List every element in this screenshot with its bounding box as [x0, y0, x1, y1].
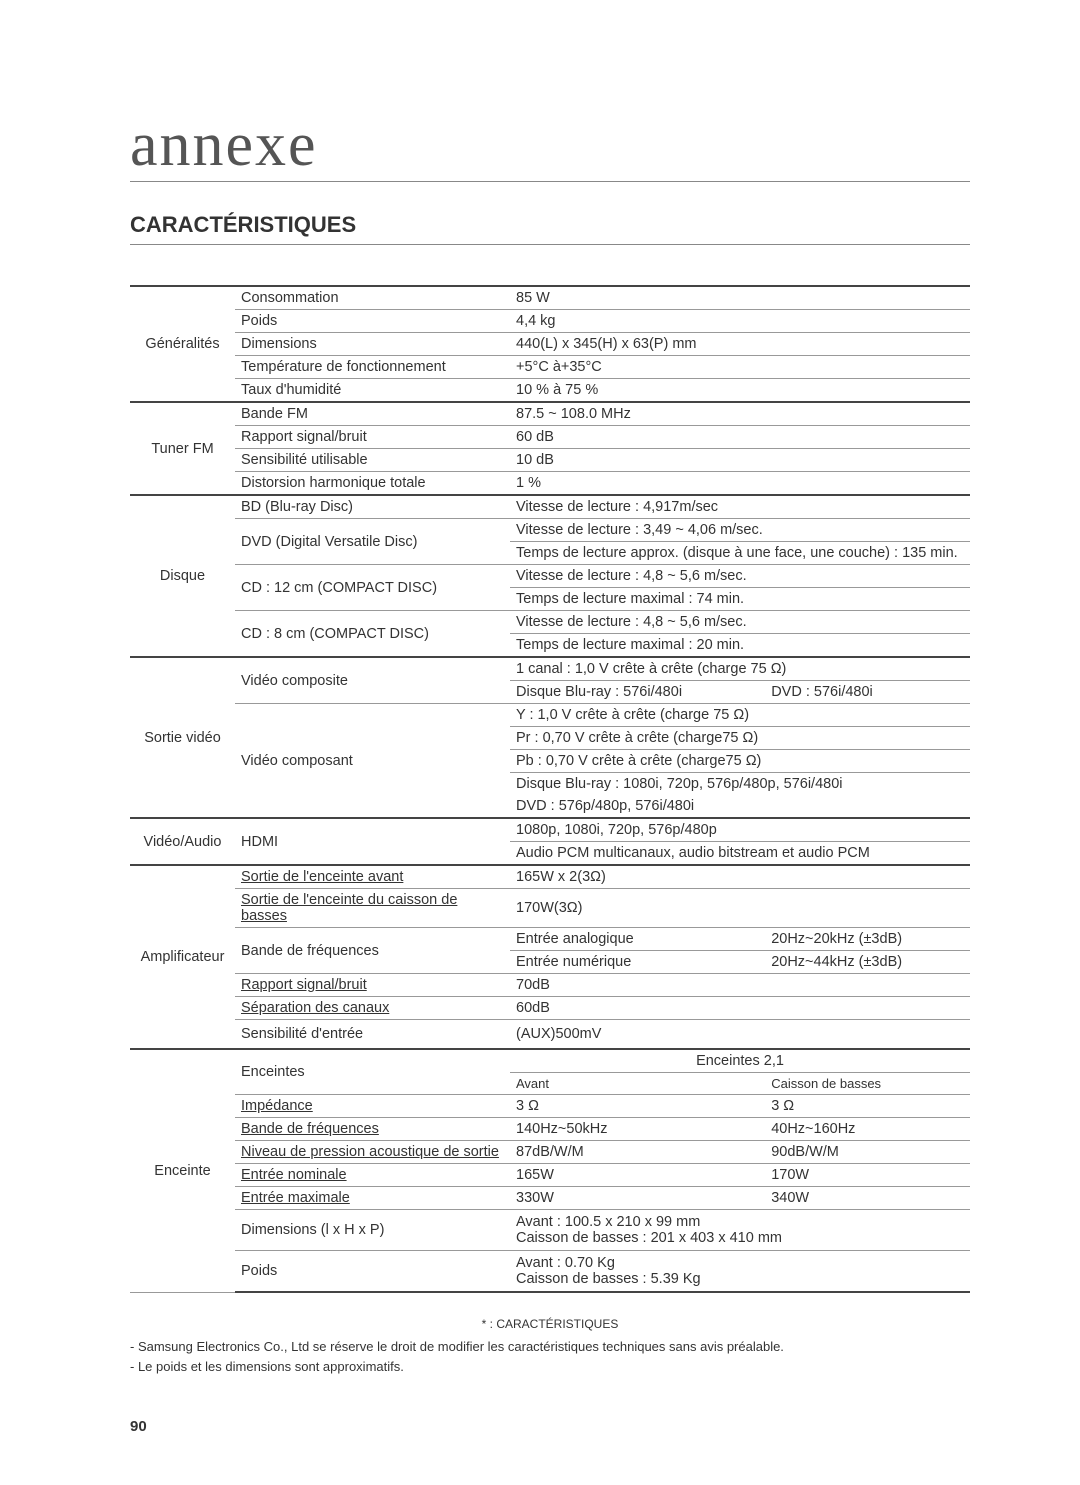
section-title: CARACTÉRISTIQUES	[130, 212, 970, 245]
row-val: 3 Ω	[765, 1095, 970, 1118]
cat-enceinte: Enceinte	[130, 1049, 235, 1292]
row-val: +5°C à+35°C	[510, 356, 970, 379]
row-label: Bande FM	[235, 402, 510, 426]
row-val: Audio PCM multicanaux, audio bitstream e…	[510, 842, 970, 866]
row-label: Séparation des canaux	[235, 997, 510, 1020]
footnote-star: * : CARACTÉRISTIQUES	[130, 1315, 970, 1333]
row-label: Dimensions	[235, 333, 510, 356]
row-val: Vitesse de lecture : 3,49 ~ 4,06 m/sec.	[510, 519, 970, 542]
row-label: Bande de fréquences	[235, 928, 510, 974]
row-val: 20Hz~20kHz (±3dB)	[765, 928, 970, 951]
row-val: 40Hz~160Hz	[765, 1118, 970, 1141]
row-label: Vidéo composant	[235, 704, 510, 819]
row-label: Niveau de pression acoustique de sortie	[235, 1141, 510, 1164]
footnote-1: - Samsung Electronics Co., Ltd se réserv…	[130, 1337, 970, 1357]
row-val: 1080p, 1080i, 720p, 576p/480p	[510, 818, 970, 842]
row-val: Temps de lecture maximal : 20 min.	[510, 634, 970, 658]
row-label: Enceintes	[235, 1049, 510, 1095]
row-val: 340W	[765, 1187, 970, 1210]
row-label: BD (Blu-ray Disc)	[235, 495, 510, 519]
row-val: Vitesse de lecture : 4,917m/sec	[510, 495, 970, 519]
cat-ampli: Amplificateur	[130, 865, 235, 1049]
row-val: 4,4 kg	[510, 310, 970, 333]
row-label: Sortie de l'enceinte avant	[235, 865, 510, 889]
row-label: Température de fonctionnement	[235, 356, 510, 379]
row-label: Dimensions (l x H x P)	[235, 1210, 510, 1251]
row-val: 3 Ω	[510, 1095, 765, 1118]
row-val: Y : 1,0 V crête à crête (charge 75 Ω)	[510, 704, 970, 727]
cat-tuner: Tuner FM	[130, 402, 235, 495]
row-val: 60 dB	[510, 426, 970, 449]
row-label: DVD (Digital Versatile Disc)	[235, 519, 510, 565]
row-val: 70dB	[510, 974, 970, 997]
cat-disque: Disque	[130, 495, 235, 657]
row-label: HDMI	[235, 818, 510, 865]
row-label: CD : 8 cm (COMPACT DISC)	[235, 611, 510, 658]
row-val: 165W x 2(3Ω)	[510, 865, 970, 889]
row-val: 140Hz~50kHz	[510, 1118, 765, 1141]
row-label: Sensibilité utilisable	[235, 449, 510, 472]
row-val: 10 % à 75 %	[510, 379, 970, 403]
row-val: 10 dB	[510, 449, 970, 472]
row-val: Avant : 0.70 Kg Caisson de basses : 5.39…	[510, 1251, 970, 1293]
row-val: 170W	[765, 1164, 970, 1187]
row-val: Caisson de basses	[765, 1073, 970, 1095]
row-val: (AUX)500mV	[510, 1020, 970, 1050]
row-val: 1 %	[510, 472, 970, 496]
row-val: Entrée analogique	[510, 928, 765, 951]
row-val: Enceintes 2,1	[510, 1049, 970, 1073]
row-val: 20Hz~44kHz (±3dB)	[765, 951, 970, 974]
footnotes: * : CARACTÉRISTIQUES - Samsung Electroni…	[130, 1315, 970, 1376]
row-label: Bande de fréquences	[235, 1118, 510, 1141]
row-val: Vitesse de lecture : 4,8 ~ 5,6 m/sec.	[510, 565, 970, 588]
row-label: Entrée nominale	[235, 1164, 510, 1187]
row-label: Consommation	[235, 286, 510, 310]
row-label: Rapport signal/bruit	[235, 426, 510, 449]
row-label: Vidéo composite	[235, 657, 510, 704]
row-val: DVD : 576i/480i	[765, 681, 970, 704]
row-val: Disque Blu-ray : 1080i, 720p, 576p/480p,…	[510, 773, 970, 796]
row-val: Temps de lecture maximal : 74 min.	[510, 588, 970, 611]
dim-caisson: Caisson de basses : 201 x 403 x 410 mm	[516, 1230, 782, 1246]
row-val: Disque Blu-ray : 576i/480i	[510, 681, 765, 704]
row-val: Temps de lecture approx. (disque à une f…	[510, 542, 970, 565]
row-val: 165W	[510, 1164, 765, 1187]
cat-video-audio: Vidéo/Audio	[130, 818, 235, 865]
row-val: 330W	[510, 1187, 765, 1210]
footnote-2: - Le poids et les dimensions sont approx…	[130, 1357, 970, 1377]
row-val: 440(L) x 345(H) x 63(P) mm	[510, 333, 970, 356]
row-label: Taux d'humidité	[235, 379, 510, 403]
cat-generalites: Généralités	[130, 286, 235, 402]
row-label: Rapport signal/bruit	[235, 974, 510, 997]
row-val: 1 canal : 1,0 V crête à crête (charge 75…	[510, 657, 970, 681]
spec-table: Généralités Consommation 85 W Poids 4,4 …	[130, 285, 970, 1293]
row-label: Sensibilité d'entrée	[235, 1020, 510, 1050]
row-label: Sortie de l'enceinte du caisson de basse…	[235, 889, 510, 928]
page-number: 90	[130, 1418, 147, 1435]
row-val: 90dB/W/M	[765, 1141, 970, 1164]
poids-avant: Avant : 0.70 Kg	[516, 1255, 615, 1271]
main-title: annexe	[130, 110, 970, 181]
cat-sortie-video: Sortie vidéo	[130, 657, 235, 818]
row-label: Distorsion harmonique totale	[235, 472, 510, 496]
row-label: Impédance	[235, 1095, 510, 1118]
row-val: Avant : 100.5 x 210 x 99 mm Caisson de b…	[510, 1210, 970, 1251]
row-val: Entrée numérique	[510, 951, 765, 974]
row-val: 85 W	[510, 286, 970, 310]
row-label: Entrée maximale	[235, 1187, 510, 1210]
row-label: Poids	[235, 1251, 510, 1293]
row-val: 87.5 ~ 108.0 MHz	[510, 402, 970, 426]
row-val: Pr : 0,70 V crête à crête (charge75 Ω)	[510, 727, 970, 750]
row-label: Poids	[235, 310, 510, 333]
row-val: DVD : 576p/480p, 576i/480i	[510, 795, 970, 818]
row-val: Vitesse de lecture : 4,8 ~ 5,6 m/sec.	[510, 611, 970, 634]
dim-avant: Avant : 100.5 x 210 x 99 mm	[516, 1214, 700, 1230]
row-val: Avant	[510, 1073, 765, 1095]
row-val: 170W(3Ω)	[510, 889, 970, 928]
poids-caisson: Caisson de basses : 5.39 Kg	[516, 1271, 701, 1287]
row-label: CD : 12 cm (COMPACT DISC)	[235, 565, 510, 611]
row-val: Pb : 0,70 V crête à crête (charge75 Ω)	[510, 750, 970, 773]
row-val: 60dB	[510, 997, 970, 1020]
row-val: 87dB/W/M	[510, 1141, 765, 1164]
